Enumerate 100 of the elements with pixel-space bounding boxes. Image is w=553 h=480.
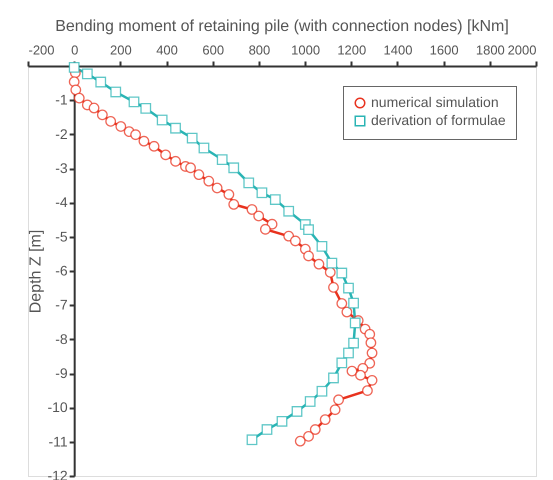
point	[303, 430, 314, 442]
point	[362, 385, 373, 396]
x-tick-label: 200	[110, 42, 132, 58]
x-tick-label: 0	[71, 42, 78, 58]
point	[336, 358, 348, 368]
x-tick-label: 2000	[508, 42, 536, 58]
y-tick-label: -5	[55, 228, 68, 244]
point	[115, 121, 126, 132]
legend-label: derivation of formulae	[371, 112, 506, 128]
y-tick-label: -8	[55, 330, 68, 347]
point	[148, 140, 160, 152]
legend-label: numerical simulation	[371, 94, 499, 110]
point	[310, 424, 321, 435]
point	[74, 92, 85, 104]
point	[70, 84, 82, 96]
point	[303, 224, 314, 236]
x-tick-label: 800	[248, 42, 270, 58]
point	[193, 169, 204, 180]
point	[283, 206, 294, 217]
point	[333, 394, 344, 406]
point	[212, 182, 223, 194]
y-tick-label: -7	[55, 296, 68, 313]
point	[350, 318, 361, 328]
point	[304, 396, 316, 407]
point	[170, 156, 181, 167]
x-tick-label: 400	[156, 42, 178, 58]
point	[216, 154, 228, 166]
point	[68, 62, 80, 73]
point	[346, 366, 358, 376]
point	[328, 372, 339, 384]
point	[341, 306, 352, 318]
point	[228, 162, 240, 174]
point	[355, 370, 366, 381]
point	[316, 386, 328, 397]
point	[140, 102, 152, 114]
point	[270, 194, 281, 205]
x-tick-label: 1800	[476, 42, 505, 58]
point	[348, 298, 359, 309]
x-tick-label: 1600	[430, 42, 459, 58]
point	[130, 129, 141, 140]
point	[343, 282, 354, 294]
point	[314, 258, 324, 270]
y-tick-label: -6	[55, 262, 68, 278]
point	[336, 268, 348, 278]
point	[320, 414, 331, 426]
point	[96, 109, 108, 120]
point	[185, 162, 196, 174]
x-tick-label: 1400	[383, 42, 412, 58]
point	[294, 436, 306, 447]
point	[105, 116, 116, 127]
point	[366, 337, 376, 348]
point	[336, 298, 348, 309]
point	[203, 176, 214, 187]
point	[95, 76, 106, 88]
y-tick-label: -2	[55, 126, 68, 142]
point	[364, 358, 376, 369]
point	[256, 187, 268, 198]
y-tick-label: -3	[55, 160, 68, 176]
point	[324, 266, 336, 278]
y-tick-label: -11	[48, 433, 68, 450]
y-tick-label: -10	[47, 399, 68, 416]
point	[198, 142, 210, 154]
point	[246, 434, 258, 446]
y-tick-label: -4	[55, 194, 68, 210]
chart-title: Bending moment of retaining pile (with connection nodes) [kNm]	[55, 18, 509, 35]
point	[262, 424, 272, 435]
point	[160, 149, 172, 160]
point	[330, 404, 340, 416]
point	[138, 136, 150, 147]
point	[326, 258, 338, 269]
point	[290, 236, 301, 246]
point	[328, 282, 339, 293]
point	[364, 328, 376, 340]
point	[260, 224, 271, 235]
point	[343, 348, 354, 358]
y-tick-label: -9	[55, 365, 68, 381]
y-axis-title: Depth Z [m]	[27, 230, 44, 314]
point	[366, 374, 378, 386]
x-tick-label: 1000	[291, 42, 320, 58]
point	[276, 416, 288, 427]
point	[224, 189, 234, 200]
x-tick-label: 600	[202, 42, 224, 58]
point	[292, 406, 302, 417]
y-tick-label: -1	[55, 92, 68, 108]
point	[348, 338, 359, 348]
point	[316, 241, 328, 252]
point	[110, 86, 122, 98]
x-tick-label: -200	[28, 42, 55, 58]
point	[366, 348, 378, 358]
point	[88, 102, 100, 114]
point	[170, 122, 181, 134]
point	[186, 132, 198, 144]
point	[228, 198, 240, 210]
point	[82, 68, 93, 80]
point	[128, 96, 140, 108]
point	[303, 250, 314, 262]
x-tick-label: 1200	[337, 42, 366, 58]
point	[246, 204, 258, 215]
point	[156, 114, 168, 126]
point	[243, 177, 254, 188]
